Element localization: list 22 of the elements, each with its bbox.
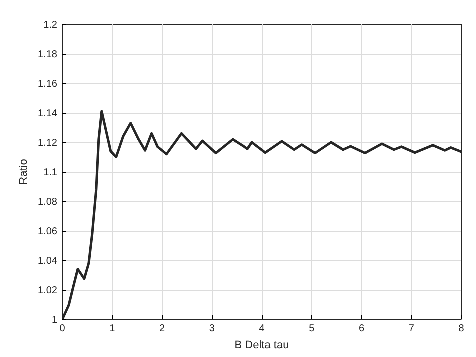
y-tick-label: 1.12 xyxy=(38,138,58,149)
y-tick-label: 1.18 xyxy=(38,50,58,60)
x-axis-title: B Delta tau xyxy=(234,340,290,352)
y-tick-label: 1.16 xyxy=(38,79,58,90)
x-tick-label: 8 xyxy=(458,324,465,334)
x-tick-label: 0 xyxy=(60,324,66,334)
x-tick-label: 2 xyxy=(159,324,166,334)
x-tick-label: 7 xyxy=(408,324,415,334)
x-tick-label: 4 xyxy=(259,324,266,334)
x-tick-label: 6 xyxy=(358,324,365,334)
y-tick-label: 1.14 xyxy=(38,108,58,120)
y-tick-label: 1.08 xyxy=(38,197,58,208)
x-tick-label: 1 xyxy=(110,324,116,334)
y-tick-label: 1.1 xyxy=(44,168,58,178)
y-axis-title: Ratio xyxy=(18,159,30,185)
y-tick-label: 1.04 xyxy=(38,256,58,267)
x-tick-label: 5 xyxy=(309,324,316,334)
y-tick-label: 1.06 xyxy=(38,226,58,238)
x-tick-label: 3 xyxy=(209,324,216,334)
y-tick-label: 1 xyxy=(52,315,58,326)
y-tick-label: 1.02 xyxy=(38,286,58,296)
y-tick-label: 1.2 xyxy=(44,20,58,31)
